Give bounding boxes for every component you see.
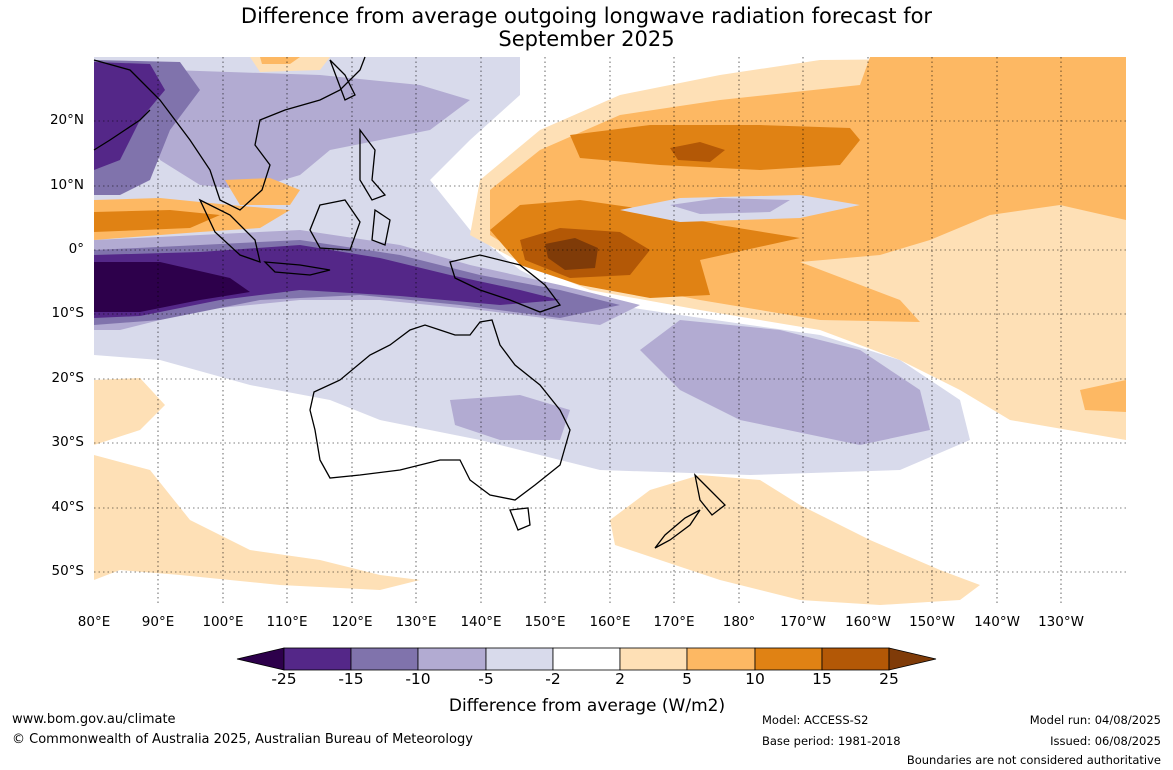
- new-guinea-coastline: [449, 254, 562, 313]
- new-zealand-south-coastline: [654, 509, 701, 549]
- footer-issued: Issued: 06/08/2025: [1050, 734, 1161, 748]
- footer-disclaimer: Boundaries are not considered authoritat…: [906, 753, 1161, 767]
- lon-label-100e: 100°E: [202, 614, 244, 630]
- india-coastline: [93, 109, 151, 151]
- region-lightpurple-north: [140, 70, 470, 190]
- region-brown-north-pacific: [670, 142, 725, 162]
- footer-url: www.bom.gov.au/climate: [12, 712, 176, 727]
- coastlines: [93, 56, 726, 549]
- sumatra-coastline: [198, 198, 261, 264]
- lat-label-30s: 30°S: [51, 434, 85, 450]
- graticule: [94, 57, 1126, 605]
- region-orange-southchinasea: [225, 178, 300, 205]
- region-lightpurple-equator-sliver: [670, 198, 790, 214]
- colorbar-tick-label: -2: [545, 670, 561, 688]
- anomaly-field: [94, 57, 1126, 605]
- colorbar-swatch-2: [350, 647, 419, 671]
- lat-label-10n: 10°N: [49, 177, 84, 193]
- colorbar-tick-label: -5: [478, 670, 494, 688]
- lon-label-180: 180°: [722, 614, 756, 630]
- lat-label-0: 0°: [68, 241, 84, 257]
- lon-label-150w: 150°W: [909, 614, 955, 630]
- borneo-coastline: [309, 199, 361, 251]
- lon-label-170w: 170°W: [780, 614, 826, 630]
- lon-label-160e: 160°E: [589, 614, 631, 630]
- colorbar-swatch-4: [485, 647, 554, 671]
- region-tan-south-indian: [94, 378, 165, 445]
- colorbar-extend-low: [236, 647, 285, 671]
- footer-model-run: Model run: 04/08/2025: [1029, 713, 1161, 727]
- colorbar: [236, 647, 937, 671]
- asia-coastline: [93, 56, 366, 211]
- colorbar-swatch-1: [283, 647, 352, 671]
- lon-label-130w: 130°W: [1038, 614, 1084, 630]
- lat-label-40s: 40°S: [51, 499, 85, 515]
- map-title-line-1: Difference from average outgoing longwav…: [240, 4, 933, 28]
- lon-label-80e: 80°E: [77, 614, 111, 630]
- region-lightpurple-australia: [450, 395, 570, 440]
- lon-label-140e: 140°E: [460, 614, 502, 630]
- colorbar-extend-high: [888, 647, 937, 671]
- lon-label-150e: 150°E: [524, 614, 566, 630]
- colorbar-tick-label: 10: [745, 670, 765, 688]
- philippines-coastline: [359, 128, 387, 201]
- japan-coastline: [329, 59, 356, 101]
- colorbar-swatch-6: [619, 647, 688, 671]
- region-darkest-purple-indian: [94, 262, 250, 312]
- colorbar-swatch-3: [417, 647, 487, 671]
- map-title-line-2: September 2025: [498, 27, 675, 51]
- footer-model: Model: ACCESS-S2: [762, 713, 869, 727]
- colorbar-swatch-9: [821, 647, 890, 671]
- colorbar-tick-label: -25: [271, 670, 297, 688]
- lon-label-130e: 130°E: [395, 614, 437, 630]
- colorbar-tick-label: 5: [682, 670, 692, 688]
- colorbar-swatch-8: [754, 647, 823, 671]
- region-deep-purple-maritime: [94, 245, 560, 318]
- colorbar-swatch-7: [686, 647, 756, 671]
- lon-label-110e: 110°E: [266, 614, 308, 630]
- java-coastline: [263, 261, 331, 276]
- colorbar-tick-label: -15: [338, 670, 364, 688]
- colorbar-swatch-5: [552, 647, 621, 671]
- lat-label-50s: 50°S: [51, 563, 85, 579]
- lat-label-20n: 20°N: [49, 112, 84, 128]
- region-deep-purple-bay: [94, 62, 165, 170]
- region-orange-far-east: [1080, 380, 1126, 412]
- lat-label-10s: 10°S: [51, 305, 85, 321]
- colorbar-label: Difference from average (W/m2): [448, 696, 726, 716]
- lon-label-170e: 170°E: [653, 614, 695, 630]
- colorbar-tick-label: -10: [405, 670, 431, 688]
- region-darkest-brown-equatorial: [545, 238, 598, 270]
- lat-label-20s: 20°S: [51, 370, 85, 386]
- australia-coastline: [309, 319, 571, 501]
- region-orange-north: [260, 57, 300, 64]
- colorbar-tick-label: 25: [879, 670, 899, 688]
- forecast-map: [93, 56, 1126, 671]
- lon-label-160w: 160°W: [845, 614, 891, 630]
- tasmania-coastline: [509, 507, 531, 531]
- region-lightpurple-pacific: [640, 320, 930, 445]
- region-tan-southwest: [94, 455, 420, 590]
- footer-base-period: Base period: 1981-2018: [762, 734, 901, 748]
- footer-copyright: © Commonwealth of Australia 2025, Austra…: [12, 732, 473, 747]
- lon-label-120e: 120°E: [331, 614, 373, 630]
- region-darkorange-indian-equator: [94, 210, 220, 232]
- lon-label-90e: 90°E: [141, 614, 175, 630]
- new-zealand-north-coastline: [693, 473, 726, 516]
- sulawesi-coastline: [371, 208, 391, 246]
- colorbar-tick-label: 2: [615, 670, 625, 688]
- colorbar-tick-label: 15: [812, 670, 832, 688]
- region-tan-tasman: [610, 475, 980, 605]
- lon-label-140w: 140°W: [974, 614, 1020, 630]
